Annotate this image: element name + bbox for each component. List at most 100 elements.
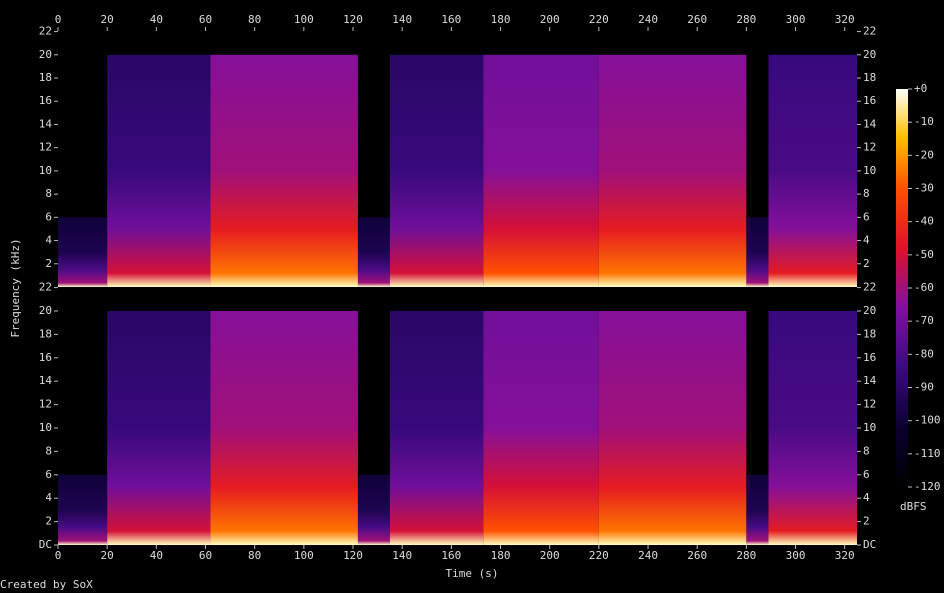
- spectrum-segment: [746, 217, 769, 287]
- y-tick-label: 20: [863, 304, 876, 317]
- x-tick-label: 0: [55, 549, 62, 562]
- y-tick-label: DC: [39, 538, 52, 551]
- y-tick-label: 20: [39, 304, 52, 317]
- y-tick-label: 18: [39, 327, 52, 340]
- y-tick-label: 10: [39, 421, 52, 434]
- x-tick-label: 160: [441, 13, 461, 26]
- colorbar-tick-label: +0: [914, 82, 927, 95]
- spectrum-segment: [357, 474, 390, 545]
- spectrum-segment: [357, 217, 390, 287]
- spectrum-segment: [58, 474, 108, 545]
- x-tick-label: 260: [687, 549, 707, 562]
- y-tick-label: 14: [863, 374, 877, 387]
- y-tick-label: 8: [45, 187, 52, 200]
- colorbar-tick-label: -50: [914, 248, 934, 261]
- spectrum-segment: [598, 310, 747, 545]
- x-tick-label: 280: [736, 549, 756, 562]
- y-tick-label: 16: [863, 351, 876, 364]
- x-tick-label: 240: [638, 549, 658, 562]
- colorbar-tick-label: -10: [914, 115, 934, 128]
- y-tick-label: 2: [863, 257, 870, 270]
- x-tick-label: 260: [687, 13, 707, 26]
- y-tick-label: 12: [39, 398, 52, 411]
- y-tick-label: 4: [863, 234, 870, 247]
- y-tick-label: 14: [39, 374, 53, 387]
- x-tick-label: 320: [835, 13, 855, 26]
- x-tick-label: 80: [248, 549, 261, 562]
- y-tick-label: 22: [39, 25, 52, 38]
- y-tick-label: 22: [39, 281, 52, 294]
- y-tick-label: 22: [863, 281, 876, 294]
- footer: Created by SoX: [0, 578, 93, 591]
- spectrum-segment: [107, 54, 211, 288]
- colorbar-tick-label: -40: [914, 215, 934, 228]
- colorbar-label: dBFS: [900, 500, 927, 513]
- x-tick-label: 160: [441, 549, 461, 562]
- x-tick-label: 100: [294, 549, 314, 562]
- colorbar-tick-label: -90: [914, 381, 934, 394]
- colorbar-tick-label: -120: [914, 480, 941, 493]
- x-tick-label: 20: [101, 13, 114, 26]
- y-tick-label: 2: [45, 257, 52, 270]
- x-tick-label: 180: [491, 13, 511, 26]
- x-tick-label: 300: [786, 13, 806, 26]
- x-tick-label: 40: [150, 549, 163, 562]
- x-tick-label: 200: [540, 13, 560, 26]
- x-tick-label: 140: [392, 13, 412, 26]
- x-tick-label: 40: [150, 13, 163, 26]
- y-tick-label: 6: [863, 468, 870, 481]
- spectrum-segment: [210, 310, 358, 545]
- y-tick-label: 6: [45, 210, 52, 223]
- y-tick-label: 2: [863, 515, 870, 528]
- y-tick-label: 18: [39, 71, 52, 84]
- y-tick-label: 10: [39, 164, 52, 177]
- x-tick-label: 60: [199, 13, 212, 26]
- y-tick-label: 16: [863, 94, 876, 107]
- y-axis-label: Frequency (kHz): [9, 238, 22, 337]
- y-tick-label: 22: [863, 25, 876, 38]
- x-tick-label: 0: [55, 13, 62, 26]
- y-tick-label: 18: [863, 71, 876, 84]
- colorbar-tick-label: -70: [914, 314, 934, 327]
- x-tick-label: 80: [248, 13, 261, 26]
- colorbar: [896, 89, 908, 487]
- y-tick-label: 8: [45, 444, 52, 457]
- y-tick-label: 20: [863, 48, 876, 61]
- colorbar-tick-label: -100: [914, 414, 941, 427]
- x-tick-label: 200: [540, 549, 560, 562]
- y-tick-label: 4: [45, 491, 52, 504]
- x-tick-label: 120: [343, 13, 363, 26]
- x-tick-label: 300: [786, 549, 806, 562]
- colorbar-tick-label: -20: [914, 148, 934, 161]
- x-tick-label: 280: [736, 13, 756, 26]
- spectrum-segment: [107, 310, 211, 545]
- spectrum-segment: [58, 217, 108, 287]
- spectrum-segment: [598, 54, 747, 288]
- x-tick-label: 320: [835, 549, 855, 562]
- y-tick-label: 14: [39, 117, 53, 130]
- spectrum-segment: [768, 54, 857, 288]
- x-tick-label: 120: [343, 549, 363, 562]
- spectrum-segment: [483, 310, 599, 545]
- colorbar-tick-label: -80: [914, 347, 934, 360]
- colorbar-tick-label: -60: [914, 281, 934, 294]
- x-tick-label: 60: [199, 549, 212, 562]
- y-tick-label: 12: [863, 141, 876, 154]
- y-tick-label: 18: [863, 327, 876, 340]
- y-tick-label: 16: [39, 94, 52, 107]
- spectrum-segment: [389, 54, 484, 288]
- spectrum-segment: [483, 54, 599, 288]
- x-tick-label: 220: [589, 13, 609, 26]
- spectrum-segment: [768, 310, 857, 545]
- y-tick-label: 10: [863, 164, 876, 177]
- y-tick-label: 8: [863, 444, 870, 457]
- y-tick-label: 6: [863, 210, 870, 223]
- y-tick-label: 4: [45, 234, 52, 247]
- y-tick-label: 12: [39, 141, 52, 154]
- y-tick-label: 10: [863, 421, 876, 434]
- colorbar-tick-label: -30: [914, 182, 934, 195]
- x-tick-label: 140: [392, 549, 412, 562]
- y-tick-label: 8: [863, 187, 870, 200]
- x-tick-label: 100: [294, 13, 314, 26]
